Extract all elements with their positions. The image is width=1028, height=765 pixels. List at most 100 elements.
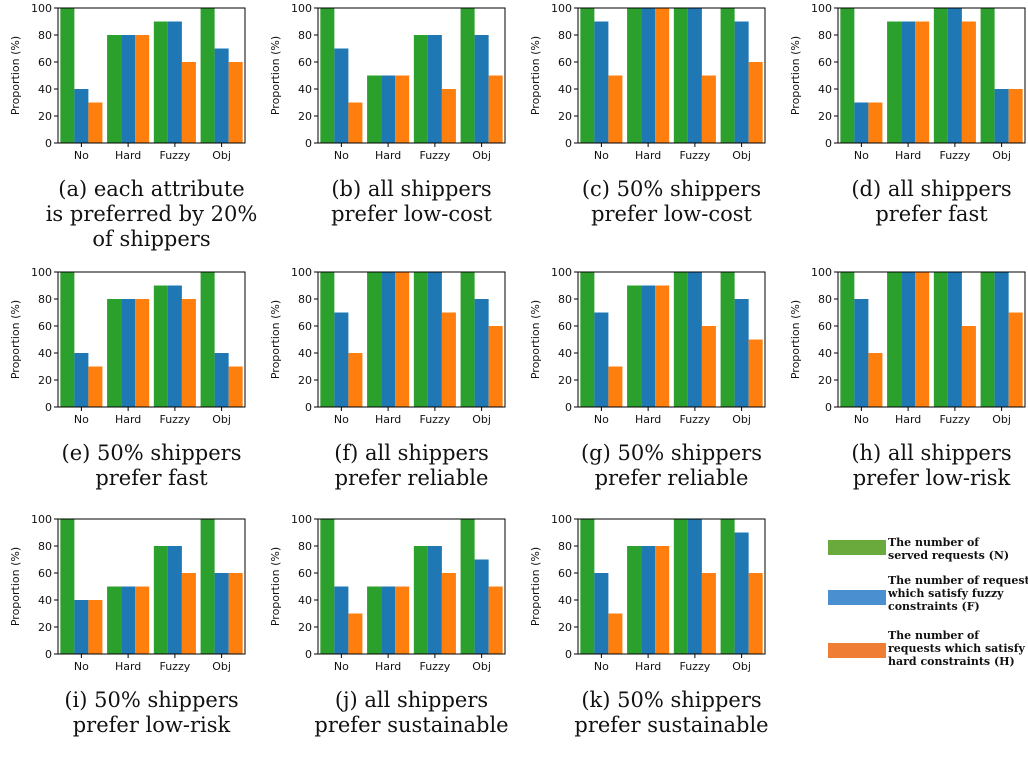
bar-F: [734, 299, 749, 407]
x-tick-label: Obj: [472, 413, 491, 426]
bar-H: [488, 326, 503, 407]
bar-F: [474, 559, 489, 654]
caption-line: (a) each attribute: [58, 177, 245, 201]
bar-N: [673, 272, 688, 407]
y-tick-label: 0: [565, 648, 572, 661]
x-tick-label: Hard: [375, 660, 401, 673]
y-tick-label: 20: [818, 110, 832, 123]
legend-label-hard: The number of requests which satisfy har…: [888, 629, 1025, 668]
y-tick-label: 40: [298, 594, 312, 607]
y-tick-label: 0: [305, 648, 312, 661]
x-tick-label: No: [334, 413, 349, 426]
bar-N: [627, 546, 642, 654]
y-tick-label: 40: [298, 83, 312, 96]
y-tick-label: 100: [811, 266, 832, 279]
bar-chart: 0 20 40 60 80 100 No Hard Fuzzy Obj Proportion (%): [269, 513, 506, 673]
x-tick-label: Fuzzy: [679, 660, 710, 673]
bar-H: [701, 75, 716, 143]
bar-F: [594, 21, 609, 143]
bar-F: [641, 546, 656, 654]
panel-caption: (e) 50% shippers prefer fast: [18, 441, 285, 491]
x-tick-label: Obj: [992, 413, 1011, 426]
bar-F: [947, 272, 962, 407]
bar-F: [427, 546, 442, 654]
bar-N: [673, 8, 688, 143]
x-tick-label: Hard: [115, 149, 141, 162]
y-tick-label: 40: [38, 347, 52, 360]
bar-H: [88, 366, 103, 407]
caption-line: prefer reliable: [594, 466, 749, 490]
bar-N: [580, 519, 595, 654]
y-tick-label: 100: [291, 2, 312, 15]
bar-chart: 0 20 40 60 80 100 No Hard Fuzzy Obj Proportion (%): [529, 513, 766, 673]
x-tick-label: Hard: [115, 660, 141, 673]
y-tick-label: 80: [818, 293, 832, 306]
y-tick-label: 40: [818, 83, 832, 96]
bar-F: [121, 35, 136, 143]
y-axis-label: Proportion (%): [789, 300, 802, 379]
caption-line: prefer sustainable: [574, 713, 769, 737]
bar-H: [1008, 89, 1023, 143]
bar-H: [135, 299, 150, 407]
bar-H: [441, 89, 456, 143]
chart-panel: 0 20 40 60 80 100 No Hard Fuzzy Obj Proportion (%)…: [5, 266, 255, 518]
bar-N: [720, 272, 735, 407]
x-tick-label: Fuzzy: [419, 149, 450, 162]
y-axis-label: Proportion (%): [529, 547, 542, 626]
bar-N: [153, 285, 168, 407]
bar-H: [1008, 312, 1023, 407]
y-tick-label: 80: [558, 293, 572, 306]
y-tick-label: 80: [818, 29, 832, 42]
legend-swatch-fuzzy: [828, 590, 886, 605]
y-axis-label: Proportion (%): [529, 36, 542, 115]
panel-caption: (h) all shippers prefer low-risk: [798, 441, 1028, 491]
bar-N: [980, 272, 995, 407]
y-tick-label: 0: [45, 137, 52, 150]
bar-N: [367, 272, 382, 407]
bar-F: [214, 573, 229, 654]
x-tick-label: Obj: [732, 149, 751, 162]
bar-F: [687, 272, 702, 407]
bar-N: [367, 586, 382, 654]
bar-H: [135, 35, 150, 143]
x-tick-label: Fuzzy: [159, 660, 190, 673]
bar-F: [167, 546, 182, 654]
y-tick-label: 60: [558, 567, 572, 580]
bar-F: [381, 272, 396, 407]
y-tick-label: 80: [558, 540, 572, 553]
x-tick-label: Fuzzy: [679, 149, 710, 162]
y-tick-label: 40: [38, 594, 52, 607]
bar-F: [854, 299, 869, 407]
x-tick-label: Hard: [115, 413, 141, 426]
panel-caption: (j) all shippers prefer sustainable: [278, 688, 545, 738]
y-axis-label: Proportion (%): [529, 300, 542, 379]
x-tick-label: Obj: [732, 413, 751, 426]
bar-H: [701, 326, 716, 407]
y-tick-label: 60: [558, 56, 572, 69]
bar-H: [348, 613, 363, 654]
bar-N: [720, 519, 735, 654]
caption-line: is preferred by 20%: [45, 202, 258, 226]
bar-F: [687, 8, 702, 143]
bar-H: [228, 366, 243, 407]
bar-N: [320, 519, 335, 654]
bar-F: [641, 8, 656, 143]
y-tick-label: 40: [818, 347, 832, 360]
bar-F: [641, 285, 656, 407]
caption-line: prefer fast: [95, 466, 208, 490]
bar-N: [60, 272, 75, 407]
y-tick-label: 40: [558, 83, 572, 96]
bar-H: [868, 102, 883, 143]
bar-chart: 0 20 40 60 80 100 No Hard Fuzzy Obj Proportion (%): [529, 266, 766, 426]
y-tick-label: 0: [305, 137, 312, 150]
x-tick-label: Obj: [212, 413, 231, 426]
y-tick-label: 0: [825, 401, 832, 414]
bar-N: [840, 8, 855, 143]
bar-N: [153, 21, 168, 143]
bar-F: [214, 48, 229, 143]
y-tick-label: 60: [38, 56, 52, 69]
caption-line: prefer low-risk: [72, 713, 231, 737]
y-tick-label: 20: [298, 374, 312, 387]
bar-N: [200, 8, 215, 143]
